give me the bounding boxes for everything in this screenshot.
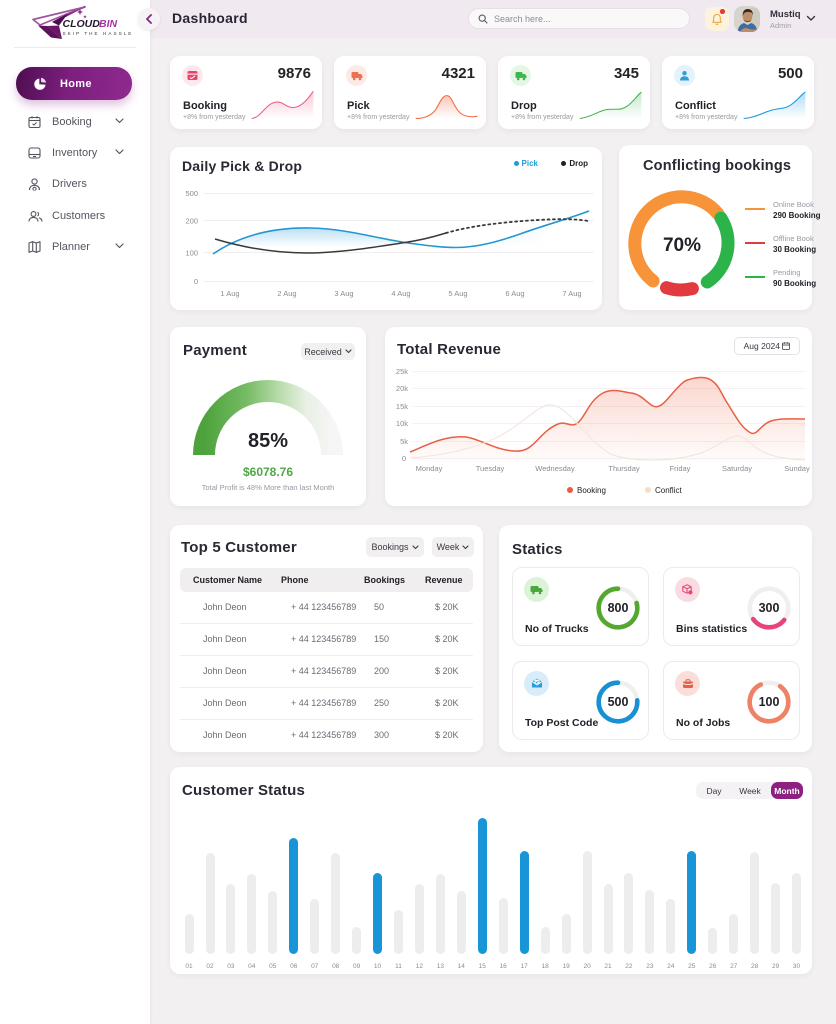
svg-text:CLOUD: CLOUD [63, 18, 101, 30]
svg-text:0: 0 [402, 454, 406, 463]
svg-text:100: 100 [759, 695, 780, 709]
svg-text:2 Aug: 2 Aug [277, 289, 296, 298]
svg-text:500: 500 [185, 189, 198, 198]
svg-text:800: 800 [608, 601, 629, 615]
svg-text:15k: 15k [396, 402, 408, 411]
svg-text:Saturday: Saturday [722, 464, 752, 473]
svg-text:5 Aug: 5 Aug [448, 289, 467, 298]
svg-text:20k: 20k [396, 384, 408, 393]
svg-text:BIN: BIN [99, 18, 118, 30]
svg-text:4 Aug: 4 Aug [391, 289, 410, 298]
svg-text:Friday: Friday [670, 464, 691, 473]
svg-text:SKIP THE HASSLE: SKIP THE HASSLE [63, 31, 134, 36]
svg-text:500: 500 [608, 695, 629, 709]
svg-text:200: 200 [185, 217, 198, 226]
svg-text:0: 0 [194, 277, 198, 286]
svg-text:Thursday: Thursday [608, 464, 640, 473]
svg-text:Tuesday: Tuesday [476, 464, 505, 473]
svg-text:Monday: Monday [416, 464, 443, 473]
svg-text:25k: 25k [396, 367, 408, 376]
svg-text:10k: 10k [396, 419, 408, 428]
svg-text:70%: 70% [663, 235, 701, 256]
svg-text:300: 300 [759, 601, 780, 615]
svg-text:Conflict: Conflict [655, 486, 682, 495]
svg-text:6 Aug: 6 Aug [505, 289, 524, 298]
svg-text:3 Aug: 3 Aug [334, 289, 353, 298]
svg-text:Booking: Booking [577, 486, 606, 495]
svg-text:Wednesday: Wednesday [535, 464, 575, 473]
svg-text:100: 100 [185, 249, 198, 258]
svg-text:5k: 5k [400, 437, 408, 446]
svg-text:1 Aug: 1 Aug [220, 289, 239, 298]
svg-text:Sunday: Sunday [784, 464, 810, 473]
svg-text:7 Aug: 7 Aug [562, 289, 581, 298]
